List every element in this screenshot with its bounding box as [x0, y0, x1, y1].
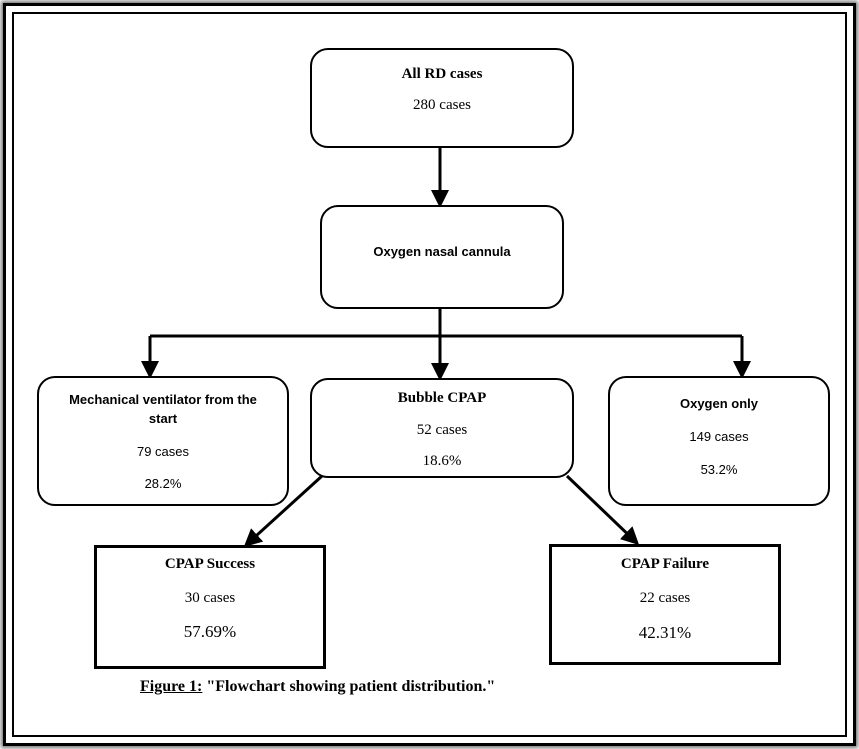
node-percent: 53.2% — [700, 462, 738, 477]
outer-frame — [3, 3, 856, 746]
node-title-line2: start — [148, 411, 178, 426]
node-title: Bubble CPAP — [397, 390, 487, 406]
node-title: All RD cases — [401, 66, 483, 82]
node-title: Oxygen nasal cannula — [373, 244, 511, 259]
caption-text: "Flowchart showing patient distribution.… — [206, 678, 496, 695]
node-count: 30 cases — [184, 590, 236, 606]
node-cpap-failure: CPAP Failure 22 cases 42.31% — [549, 544, 781, 665]
node-percent: 28.2% — [144, 476, 182, 491]
figure-caption: Figure 1: "Flowchart showing patient dis… — [140, 678, 495, 696]
node-count: 22 cases — [639, 590, 691, 606]
node-percent: 57.69% — [183, 622, 237, 641]
node-count: 280 cases — [413, 97, 471, 113]
node-title-line1: Mechanical ventilator from the — [69, 392, 257, 407]
node-count: 79 cases — [136, 444, 190, 459]
node-percent: 18.6% — [422, 453, 462, 469]
node-percent: 42.31% — [638, 623, 692, 642]
node-title: CPAP Success — [164, 556, 256, 572]
node-cpap-success: CPAP Success 30 cases 57.69% — [94, 545, 326, 669]
node-bubble-cpap: Bubble CPAP 52 cases 18.6% — [310, 378, 574, 478]
caption-label: Figure 1: — [140, 678, 203, 695]
node-title: CPAP Failure — [620, 556, 710, 572]
inner-frame — [12, 12, 847, 737]
node-oxygen-nasal-cannula: Oxygen nasal cannula — [320, 205, 564, 309]
node-all-rd-cases: All RD cases 280 cases — [310, 48, 574, 148]
node-mechanical-ventilator: Mechanical ventilator from the start 79 … — [37, 376, 289, 506]
node-count: 52 cases — [416, 422, 468, 438]
node-title: Oxygen only — [679, 396, 759, 411]
arrow-to-cpap-failure — [565, 474, 640, 546]
node-oxygen-only: Oxygen only 149 cases 53.2% — [608, 376, 830, 506]
arrow-to-cpap-success — [243, 474, 324, 548]
node-count: 149 cases — [689, 429, 749, 444]
